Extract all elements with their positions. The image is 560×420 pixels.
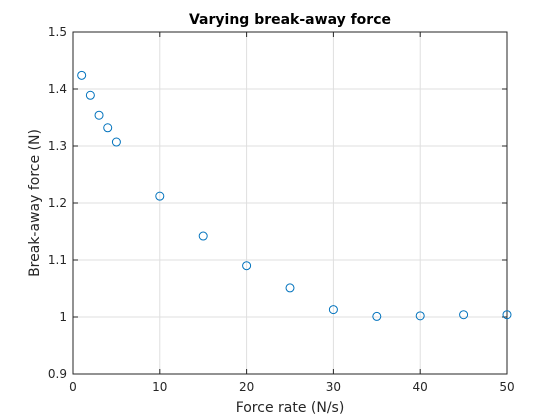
y-tick-label: 1.1 xyxy=(48,253,67,267)
data-point xyxy=(198,231,208,241)
data-points xyxy=(77,70,512,321)
x-tick-label: 20 xyxy=(239,380,254,394)
data-point xyxy=(94,110,104,120)
x-axis-label: Force rate (N/s) xyxy=(236,400,345,416)
y-tick-label: 1 xyxy=(59,310,67,324)
y-tick-label: 1.2 xyxy=(48,196,67,210)
data-point xyxy=(502,310,512,320)
y-tick-labels: 0.9 1 1.1 1.2 1.3 1.4 1.5 xyxy=(48,25,67,381)
y-tick-label: 1.3 xyxy=(48,139,67,153)
ticks xyxy=(72,31,508,375)
y-tick-label: 1.5 xyxy=(48,25,67,39)
data-point xyxy=(372,311,382,321)
y-tick-label: 0.9 xyxy=(48,367,67,381)
data-point xyxy=(328,305,338,315)
data-point xyxy=(285,283,295,293)
x-tick-labels: 0 10 20 30 40 50 xyxy=(69,380,514,394)
x-tick-label: 30 xyxy=(326,380,341,394)
x-tick-label: 0 xyxy=(69,380,77,394)
x-tick-label: 40 xyxy=(413,380,428,394)
x-tick-label: 50 xyxy=(499,380,514,394)
y-tick-label: 1.4 xyxy=(48,82,67,96)
data-point xyxy=(415,311,425,321)
data-point xyxy=(111,137,121,147)
y-axis-label: Break-away force (N) xyxy=(27,129,43,277)
data-point xyxy=(77,70,87,80)
chart-title: Varying break-away force xyxy=(189,12,391,28)
data-point xyxy=(155,191,165,201)
data-point xyxy=(85,90,95,100)
grid xyxy=(73,32,507,374)
data-point xyxy=(103,123,113,133)
data-point xyxy=(242,261,252,271)
x-tick-label: 10 xyxy=(152,380,167,394)
data-point xyxy=(459,310,469,320)
